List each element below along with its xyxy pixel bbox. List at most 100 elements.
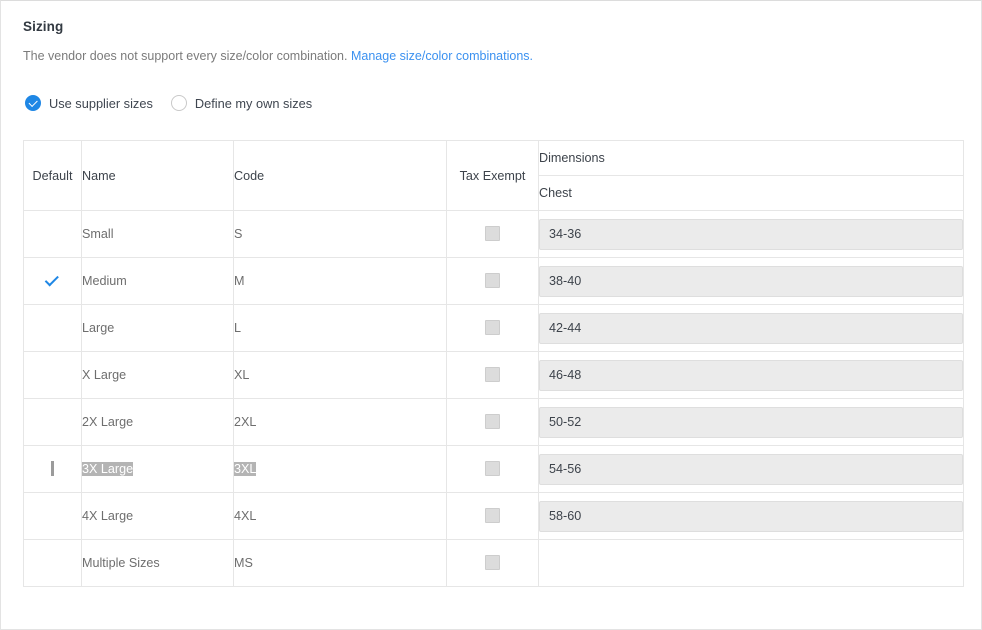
size-name-text: 2X Large [82, 415, 134, 429]
cell-chest[interactable] [538, 257, 964, 305]
cell-code[interactable]: M [233, 257, 447, 305]
radio-unselected-icon[interactable] [170, 95, 187, 111]
cell-code[interactable]: 4XL [233, 492, 447, 540]
cell-chest[interactable] [538, 304, 964, 352]
text-caret [51, 461, 54, 477]
cell-chest[interactable] [538, 351, 964, 399]
cell-tax-exempt[interactable] [446, 445, 539, 493]
cell-default[interactable] [23, 445, 82, 493]
cell-code[interactable]: MS [233, 539, 447, 587]
cell-default[interactable] [23, 304, 82, 352]
cell-default[interactable] [23, 492, 82, 540]
radio-option-define-my-own-sizes[interactable]: Define my own sizes [170, 95, 313, 111]
cell-name[interactable]: Large [81, 304, 234, 352]
cell-tax-exempt[interactable] [446, 398, 539, 446]
column-header-tax-exempt: Tax Exempt [446, 140, 539, 211]
size-name-text: 3X Large [82, 462, 134, 476]
cell-tax-exempt[interactable] [446, 539, 539, 587]
cell-code[interactable]: L [233, 304, 447, 352]
chest-measurement-input[interactable] [539, 500, 963, 532]
cell-name[interactable]: Medium [81, 257, 234, 305]
table-row[interactable]: Multiple Sizes MS [23, 539, 964, 587]
cell-name[interactable]: 3X Large [81, 445, 234, 493]
cell-name[interactable]: 2X Large [81, 398, 234, 446]
section-description: The vendor does not support every size/c… [23, 49, 533, 63]
cell-chest[interactable] [538, 539, 964, 587]
cell-code[interactable]: 3XL [233, 445, 447, 493]
size-code-text: S [234, 227, 243, 241]
cell-tax-exempt[interactable] [446, 304, 539, 352]
size-code-text: 2XL [234, 415, 257, 429]
radio-label-use-supplier-sizes: Use supplier sizes [49, 95, 153, 111]
cell-default[interactable] [23, 257, 82, 305]
table-body: Small S Medium M Large L X Large XL 2X Large 2XL 3… [23, 210, 964, 587]
chest-measurement-input[interactable] [539, 406, 963, 438]
cell-tax-exempt[interactable] [446, 210, 539, 258]
size-name-text: Large [82, 321, 115, 335]
table-header-row: Default Name Code Tax Exempt Dimensions [23, 140, 964, 211]
tax-exempt-checkbox[interactable] [485, 367, 500, 383]
sizing-table: Default Name Code Tax Exempt Dimensions … [23, 140, 964, 587]
cell-default[interactable] [23, 398, 82, 446]
column-header-default: Default [23, 140, 82, 211]
tax-exempt-checkbox[interactable] [485, 273, 500, 289]
cell-chest[interactable] [538, 210, 964, 258]
cell-default[interactable] [23, 539, 82, 587]
cell-chest[interactable] [538, 398, 964, 446]
size-code-text: XL [234, 368, 250, 382]
tax-exempt-checkbox[interactable] [485, 508, 500, 524]
table-row[interactable]: Large L [23, 304, 964, 352]
chest-measurement-input[interactable] [539, 265, 963, 297]
size-name-text: 4X Large [82, 509, 134, 523]
size-name-text: Small [82, 227, 114, 241]
table-row[interactable]: 2X Large 2XL [23, 398, 964, 446]
cell-code[interactable]: S [233, 210, 447, 258]
table-head: Default Name Code Tax Exempt Dimensions … [23, 140, 964, 211]
size-code-text: 4XL [234, 509, 257, 523]
tax-exempt-checkbox[interactable] [485, 414, 500, 430]
size-code-text: M [234, 274, 245, 288]
section-description-text: The vendor does not support every size/c… [23, 49, 351, 63]
tax-exempt-checkbox[interactable] [485, 226, 500, 242]
size-name-text: X Large [82, 368, 127, 382]
table-row[interactable]: 3X Large 3XL [23, 445, 964, 493]
chest-measurement-input[interactable] [539, 359, 963, 391]
cell-default[interactable] [23, 210, 82, 258]
radio-selected-icon[interactable] [25, 95, 41, 111]
table-row[interactable]: Small S [23, 210, 964, 258]
tax-exempt-checkbox[interactable] [485, 320, 500, 336]
size-code-text: 3XL [234, 462, 257, 476]
cell-chest[interactable] [538, 445, 964, 493]
cell-code[interactable]: XL [233, 351, 447, 399]
cell-name[interactable]: Small [81, 210, 234, 258]
table-row[interactable]: X Large XL [23, 351, 964, 399]
column-header-code: Code [233, 140, 447, 211]
tax-exempt-checkbox[interactable] [485, 555, 500, 571]
cell-name[interactable]: X Large [81, 351, 234, 399]
cell-default[interactable] [23, 351, 82, 399]
chest-measurement-input[interactable] [539, 312, 963, 344]
cell-chest[interactable] [538, 492, 964, 540]
table-row[interactable]: Medium M [23, 257, 964, 305]
size-code-text: L [234, 321, 242, 335]
size-code-text: MS [234, 556, 253, 570]
manage-size-color-combinations-link[interactable]: Manage size/color combinations. [350, 49, 534, 63]
cell-tax-exempt[interactable] [446, 492, 539, 540]
cell-name[interactable]: 4X Large [81, 492, 234, 540]
size-name-text: Medium [82, 274, 127, 288]
tax-exempt-checkbox[interactable] [485, 461, 500, 477]
cell-name[interactable]: Multiple Sizes [81, 539, 234, 587]
radio-option-use-supplier-sizes[interactable]: Use supplier sizes [25, 95, 153, 111]
table-row[interactable]: 4X Large 4XL [23, 492, 964, 540]
page-title: Sizing [23, 19, 64, 34]
column-header-name: Name [81, 140, 234, 211]
cell-code[interactable]: 2XL [233, 398, 447, 446]
chest-measurement-input[interactable] [539, 453, 963, 485]
column-header-chest: Chest [538, 175, 964, 211]
radio-label-define-my-own-sizes: Define my own sizes [194, 95, 313, 111]
cell-tax-exempt[interactable] [446, 351, 539, 399]
chest-measurement-input[interactable] [539, 218, 963, 250]
cell-tax-exempt[interactable] [446, 257, 539, 305]
sizing-table-container: Default Name Code Tax Exempt Dimensions … [23, 140, 964, 587]
